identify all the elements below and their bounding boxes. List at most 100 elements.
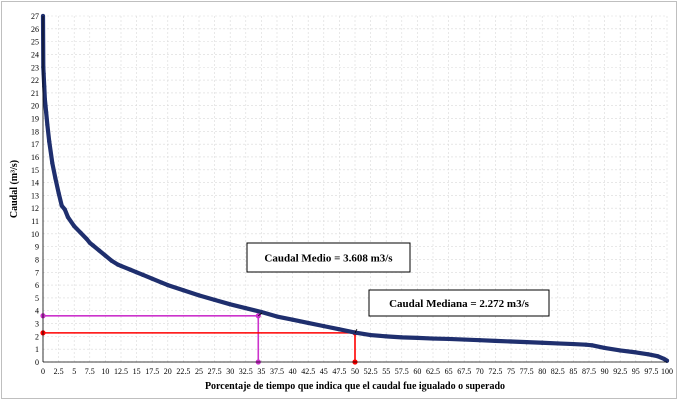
data-point	[59, 203, 64, 208]
tick-labels: 0 2.5 5 7.5 10 12.5 15 17.5 20 22.5 25 27.5 30 32.5 35…	[31, 12, 673, 376]
data-point	[212, 297, 217, 302]
x-tick-label: 37.5	[270, 367, 284, 376]
x-tick-label: 65	[445, 367, 453, 376]
x-tick-label: 52.5	[364, 367, 378, 376]
y-tick-label: 13	[31, 191, 39, 200]
x-tick-label: 0	[41, 367, 45, 376]
y-tick-label: 23	[31, 63, 39, 72]
x-tick-label: 25	[195, 367, 203, 376]
y-tick-label: 8	[35, 255, 39, 264]
data-point	[646, 352, 651, 357]
x-tick-label: 2.5	[54, 367, 64, 376]
annotation-leader	[354, 328, 358, 334]
x-tick-label: 90	[601, 367, 609, 376]
x-tick-label: 77.5	[520, 367, 534, 376]
annotation-label: Caudal Mediana = 2.272 m3/s	[389, 298, 530, 310]
data-point	[555, 341, 560, 346]
axes	[42, 16, 667, 363]
data-point	[140, 272, 145, 277]
data-point	[84, 236, 89, 242]
data-point	[53, 176, 58, 181]
x-tick-label: 32.5	[239, 367, 253, 376]
data-point	[337, 327, 342, 332]
y-tick-label: 6	[35, 281, 39, 290]
data-point	[477, 338, 482, 343]
data-point	[508, 339, 514, 344]
x-tick-label: 5	[72, 367, 76, 376]
data-point	[655, 354, 660, 359]
y-tick-label: 27	[31, 12, 39, 21]
x-tick-label: 75	[507, 367, 515, 376]
y-tick-label: 5	[35, 294, 39, 303]
y-tick-label: 12	[31, 204, 39, 213]
data-point	[661, 356, 666, 361]
y-tick-label: 4	[35, 307, 39, 316]
data-point	[196, 293, 202, 298]
data-point	[430, 336, 436, 341]
data-point	[50, 161, 55, 166]
data-point	[633, 350, 638, 355]
x-tick-label: 30	[226, 367, 234, 376]
x-tick-label: 20	[164, 367, 172, 376]
data-point	[384, 334, 389, 339]
data-point	[259, 309, 264, 315]
annotation-box	[368, 289, 550, 317]
data-point	[290, 317, 295, 322]
x-tick-label: 15	[133, 367, 141, 376]
x-axis-label: Porcentaje de tiempo que indica que el c…	[205, 381, 505, 392]
data-point	[571, 341, 576, 347]
y-tick-label: 1	[35, 345, 39, 354]
data-point	[524, 340, 529, 345]
data-point	[228, 302, 233, 307]
data-point	[47, 139, 52, 144]
x-tick-label: 72.5	[488, 367, 502, 376]
data-point	[72, 224, 77, 229]
data-point	[43, 103, 48, 108]
data-point	[42, 97, 47, 102]
x-tick-label: 42.5	[301, 367, 315, 376]
data-point	[159, 280, 164, 285]
data-point	[87, 240, 92, 245]
x-tick-label: 92.5	[613, 367, 627, 376]
data-point	[274, 314, 280, 319]
data-point	[62, 207, 67, 212]
data-point	[540, 340, 545, 345]
x-tick-label: 97.5	[644, 367, 658, 376]
y-tick-label: 3	[35, 320, 39, 329]
y-tick-label: 9	[35, 243, 39, 252]
x-tick-label: 35	[257, 367, 265, 376]
y-tick-label: 7	[35, 268, 39, 277]
y-tick-label: 22	[31, 76, 39, 85]
x-tick-label: 70	[476, 367, 484, 376]
data-point	[41, 71, 46, 76]
y-tick-label: 16	[31, 153, 39, 162]
data-point	[462, 337, 467, 342]
y-tick-label: 15	[31, 166, 39, 175]
data-point	[618, 348, 623, 353]
x-tick-label: 40	[289, 367, 297, 376]
x-tick-label: 17.5	[145, 367, 159, 376]
annotation-box	[246, 242, 411, 273]
data-point	[399, 335, 404, 340]
data-point	[56, 190, 61, 195]
x-tick-label: 12.5	[114, 367, 128, 376]
data-point	[45, 122, 50, 128]
x-tick-label: 47.5	[332, 367, 346, 376]
x-tick-label: 62.5	[426, 367, 440, 376]
data-point	[181, 288, 186, 293]
y-tick-label: 2	[35, 332, 39, 341]
grid	[42, 15, 668, 363]
data-point	[243, 306, 248, 311]
data-point	[583, 342, 588, 347]
annotation-leader	[258, 312, 263, 317]
y-tick-label: 10	[31, 230, 39, 239]
data-point	[118, 263, 124, 268]
data-point	[97, 248, 102, 253]
data-point	[415, 335, 420, 341]
x-tick-label: 85	[569, 367, 577, 376]
y-tick-label: 17	[31, 140, 39, 149]
annotation-label: Caudal Medio = 3.608 m3/s	[264, 253, 393, 265]
data-point	[78, 230, 83, 235]
x-tick-label: 55	[382, 367, 390, 376]
data-point	[40, 13, 46, 19]
